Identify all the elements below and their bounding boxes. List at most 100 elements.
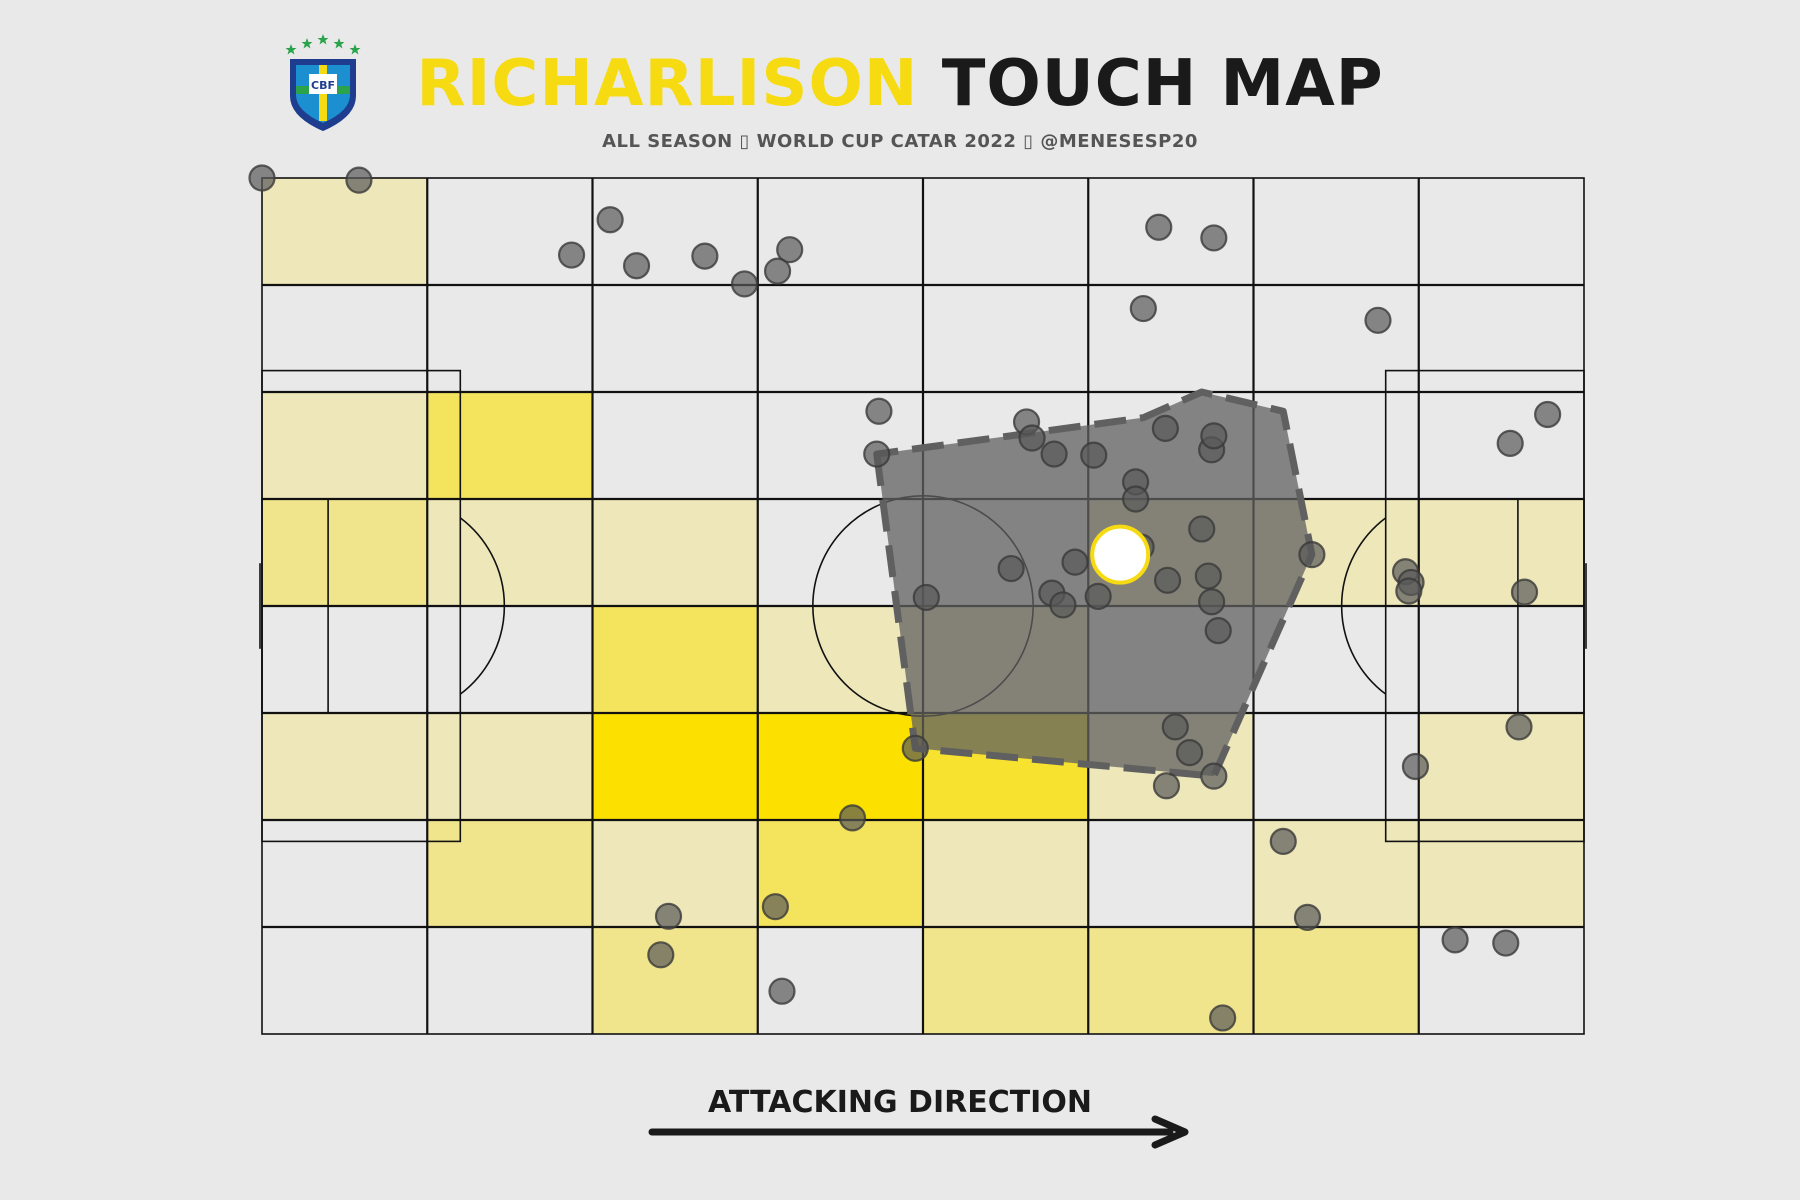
heatmap-cell	[592, 927, 758, 1034]
touch-point	[596, 206, 624, 234]
heatmap-cell	[923, 927, 1089, 1034]
logo-text: CBF	[311, 79, 335, 92]
touch-point	[1269, 827, 1297, 856]
touch-point	[1395, 577, 1423, 605]
heatmap-cell	[592, 606, 758, 713]
touch-point	[1194, 562, 1222, 590]
touch-point	[763, 257, 792, 285]
touch-point	[761, 893, 789, 921]
touch-point	[1080, 441, 1108, 469]
heatmap-cell	[427, 285, 593, 392]
heatmap-cell	[1253, 285, 1419, 392]
touch-point	[1510, 578, 1539, 606]
touch-point	[557, 241, 586, 269]
heatmap-cell	[592, 499, 758, 606]
touch-point	[691, 242, 719, 270]
heatmap-cell	[1418, 285, 1584, 392]
average-position-layer	[1090, 524, 1151, 585]
heatmap-cell	[262, 606, 428, 713]
touch-point	[1401, 752, 1430, 781]
touch-point	[1198, 588, 1226, 616]
heatmap-cell	[1253, 713, 1419, 820]
heatmap-cell	[923, 178, 1089, 285]
touch-point	[1534, 400, 1562, 429]
touch-point	[345, 166, 373, 194]
heatmap-cell	[262, 285, 428, 392]
touch-point	[1151, 414, 1179, 442]
right-penalty-arc	[1340, 517, 1387, 695]
heatmap-cell	[1418, 713, 1584, 820]
touch-point	[622, 252, 651, 280]
touch-point	[865, 397, 893, 425]
touch-point	[768, 977, 796, 1005]
heatmap-cell	[1418, 820, 1584, 927]
touch-point	[1364, 306, 1392, 334]
touch-point	[654, 902, 683, 930]
heatmap-cell	[262, 499, 428, 606]
heatmap-cell	[1418, 178, 1584, 285]
touch-point	[838, 804, 867, 832]
touch-point	[1145, 213, 1173, 241]
touch-point	[1049, 591, 1077, 619]
left-penalty-arc	[459, 517, 506, 695]
right-six-yard-box	[1517, 498, 1585, 714]
touch-point	[1505, 713, 1533, 741]
heatmap-cell	[1253, 927, 1419, 1034]
left-six-yard-box	[261, 498, 329, 714]
touch-point	[1492, 929, 1520, 957]
touch-point	[776, 236, 804, 264]
touch-point	[1018, 424, 1046, 452]
touch-point	[647, 941, 675, 969]
touch-point	[863, 440, 891, 468]
touch-point	[1040, 440, 1068, 468]
heatmap-cell	[427, 392, 593, 499]
touch-point	[1188, 515, 1216, 543]
heatmap-cell	[757, 606, 923, 713]
heatmap-cell	[923, 285, 1089, 392]
heatmap-cell	[427, 178, 593, 285]
heatmap-cell	[427, 499, 593, 606]
stars-icon	[285, 34, 361, 55]
touch-point	[1441, 926, 1469, 954]
touch-point	[1293, 903, 1322, 931]
arrow-head	[1151, 1115, 1189, 1149]
arrow-right-icon	[648, 1115, 1189, 1149]
touch-point	[1298, 541, 1326, 569]
chart-subtitle: ALL SEASON ▯ WORLD CUP CATAR 2022 ▯ @MEN…	[602, 131, 1198, 152]
touch-point	[248, 164, 276, 192]
average-position-marker	[1090, 524, 1151, 585]
touch-points-layer	[248, 164, 1562, 1032]
attacking-direction-label: ATTACKING DIRECTION	[708, 1085, 1092, 1120]
heatmap-cell	[262, 713, 428, 820]
touch-point	[1153, 566, 1182, 594]
heatmap-cell	[427, 606, 593, 713]
heatmap-cell	[757, 713, 923, 820]
touch-point	[997, 554, 1025, 583]
heatmap-cell	[1418, 499, 1584, 606]
touch-point	[1200, 762, 1228, 790]
touch-point	[1084, 582, 1112, 610]
touch-point	[1122, 485, 1150, 513]
heatmap-cell	[592, 392, 758, 499]
heatmap-cell	[1253, 178, 1419, 285]
chart-title: RICHARLISON TOUCH MAP	[0, 44, 1800, 124]
heatmap-cell	[262, 178, 428, 285]
heatmap-cell	[592, 178, 758, 285]
heatmap-cell	[427, 820, 593, 927]
touch-point	[1209, 1004, 1237, 1032]
heatmap-cell	[592, 713, 758, 820]
touch-point	[1152, 772, 1181, 800]
touch-point	[1061, 548, 1089, 576]
heatmap-cell	[262, 927, 428, 1034]
touch-point	[1200, 422, 1228, 450]
touch-point	[1176, 738, 1204, 767]
heatmap-cell	[1088, 820, 1254, 927]
heatmap-cell	[427, 713, 593, 820]
heatmap-cell	[262, 392, 428, 499]
heatmap-cell	[923, 820, 1089, 927]
touch-point	[1200, 224, 1228, 252]
heatmap-cell	[262, 820, 428, 927]
heatmap-cell	[427, 927, 593, 1034]
